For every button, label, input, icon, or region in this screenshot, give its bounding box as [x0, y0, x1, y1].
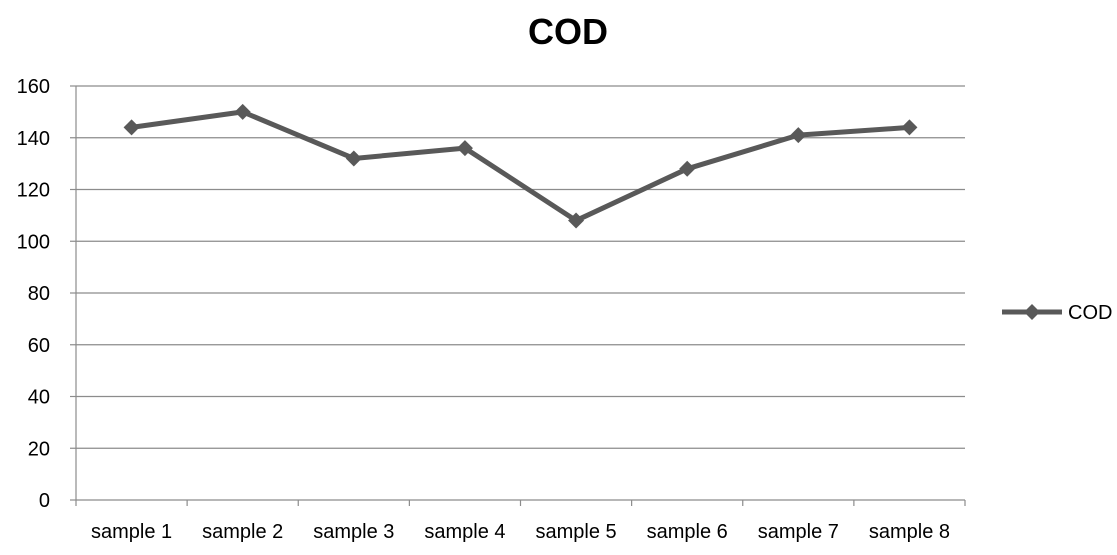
- x-tick-label-1: sample 1: [91, 521, 172, 543]
- x-tick-label-7: sample 7: [758, 521, 839, 543]
- data-point-2: [234, 103, 251, 120]
- data-point-6: [679, 160, 696, 177]
- y-tick-label-20: 20: [28, 438, 50, 460]
- data-point-8: [901, 119, 918, 136]
- legend: COD: [1002, 302, 1112, 324]
- series-layer: [123, 103, 918, 229]
- y-tick-label-0: 0: [39, 490, 50, 512]
- series-line-0: [131, 109, 910, 224]
- legend-label-cod: COD: [1068, 302, 1112, 324]
- gridlines: [76, 85, 965, 449]
- y-tick-label-80: 80: [28, 283, 50, 305]
- x-axis-tick-labels: sample 1 sample 2 sample 3 sample 4 sample 5…: [91, 521, 950, 543]
- data-point-7: [790, 127, 807, 144]
- y-tick-label-40: 40: [28, 387, 50, 409]
- x-tick-label-5: sample 5: [535, 521, 616, 543]
- x-tick-label-3: sample 3: [313, 521, 394, 543]
- y-axis-tick-labels: 0 20 40 60 80 100 120 140 160: [17, 76, 50, 512]
- y-tick-label-140: 140: [17, 128, 50, 150]
- y-tick-label-120: 120: [17, 180, 50, 202]
- x-tick-label-4: sample 4: [424, 521, 505, 543]
- legend-marker-diamond-icon: [1024, 304, 1040, 320]
- data-point-4: [456, 140, 473, 157]
- data-point-1: [123, 119, 140, 136]
- y-tick-label-60: 60: [28, 335, 50, 357]
- data-point-3: [345, 150, 362, 167]
- y-tick-label-100: 100: [17, 231, 50, 253]
- x-tick-label-6: sample 6: [647, 521, 728, 543]
- axes: [70, 85, 966, 506]
- x-tick-label-2: sample 2: [202, 521, 283, 543]
- chart-title: COD: [528, 11, 608, 52]
- data-point-5: [568, 212, 585, 229]
- x-tick-label-8: sample 8: [869, 521, 950, 543]
- y-tick-label-160: 160: [17, 76, 50, 98]
